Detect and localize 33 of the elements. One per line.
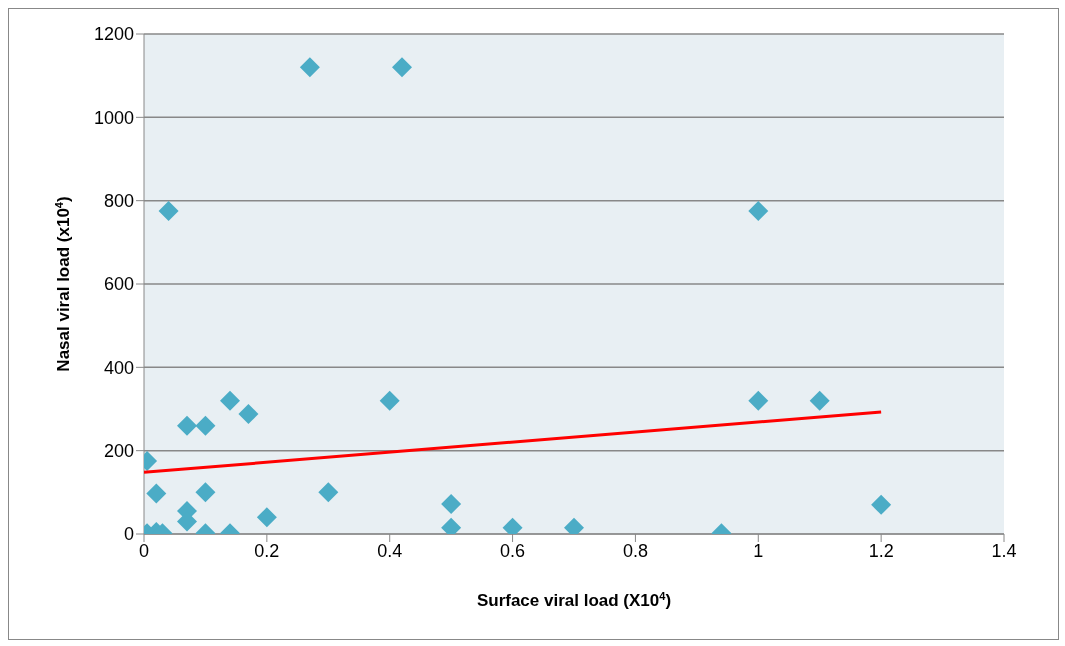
point [195,415,216,436]
x-tick-label: 1.2 [868,540,894,561]
y-tick-label: 1200 [93,24,134,45]
point [441,494,462,514]
point [809,390,830,411]
x-tick-label: 0.2 [254,540,280,561]
x-tick-label: 1.4 [991,540,1017,561]
y-tick-label: 800 [103,191,134,212]
x-tick-label: 0.4 [377,540,403,561]
point [871,494,892,515]
point [392,57,412,78]
y-tick-label: 400 [103,357,134,378]
point [220,390,240,411]
point [748,201,769,222]
x-tick-label: 1 [753,540,764,561]
point [146,483,167,504]
x-axis-title: Surface viral load (X10$^{4}$) [476,590,672,610]
point [256,507,277,528]
y-tick-label: 200 [103,441,134,462]
point [379,390,400,411]
point [158,201,179,222]
x-tick-label: 0.6 [500,540,526,561]
point [238,404,259,424]
point [299,57,320,78]
x-tick-label: 0 [138,540,150,561]
y-tick-label: 0 [123,524,134,545]
point [195,482,216,503]
point [177,415,197,436]
point [318,482,339,503]
x-tick-label: 0.8 [622,540,648,561]
y-tick-label: 600 [103,274,134,295]
y-tick-label: 1000 [93,107,134,128]
point [748,390,769,411]
